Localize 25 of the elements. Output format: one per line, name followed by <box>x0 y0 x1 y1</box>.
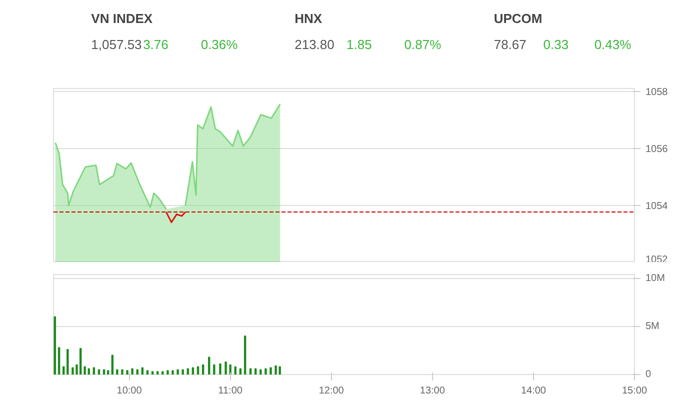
x-tick-label: 12:00 <box>318 386 344 396</box>
x-tick-label: 14:00 <box>520 386 546 396</box>
x-tick-label: 11:00 <box>218 386 243 396</box>
y-tick-label: 1056 <box>646 144 668 155</box>
line-series <box>165 211 186 224</box>
text: 1,057.53 <box>91 37 142 52</box>
text: 0.33 <box>543 37 569 52</box>
text: HNX <box>294 11 322 26</box>
text: 0.36% <box>200 37 238 52</box>
text: 3.76 <box>143 37 168 52</box>
y-tick-label: 0 <box>646 369 652 380</box>
text: VN INDEX <box>91 11 153 26</box>
x-tick-label: 15:00 <box>622 386 648 396</box>
y-tick-label: 10M <box>646 272 665 284</box>
text: 213.80 <box>294 37 334 52</box>
x-tick-label: 13:00 <box>420 386 446 396</box>
text: 78.67 <box>494 37 526 52</box>
y-tick-label: 1058 <box>646 86 668 98</box>
text: 0.43% <box>594 37 632 52</box>
text: 0.87% <box>404 37 442 52</box>
y-tick-label: 5M <box>646 320 660 332</box>
text: 1.85 <box>346 37 372 52</box>
y-tick-label: 1054 <box>646 200 668 212</box>
x-tick-label: 10:00 <box>116 386 142 396</box>
text: UPCOM <box>494 11 542 26</box>
